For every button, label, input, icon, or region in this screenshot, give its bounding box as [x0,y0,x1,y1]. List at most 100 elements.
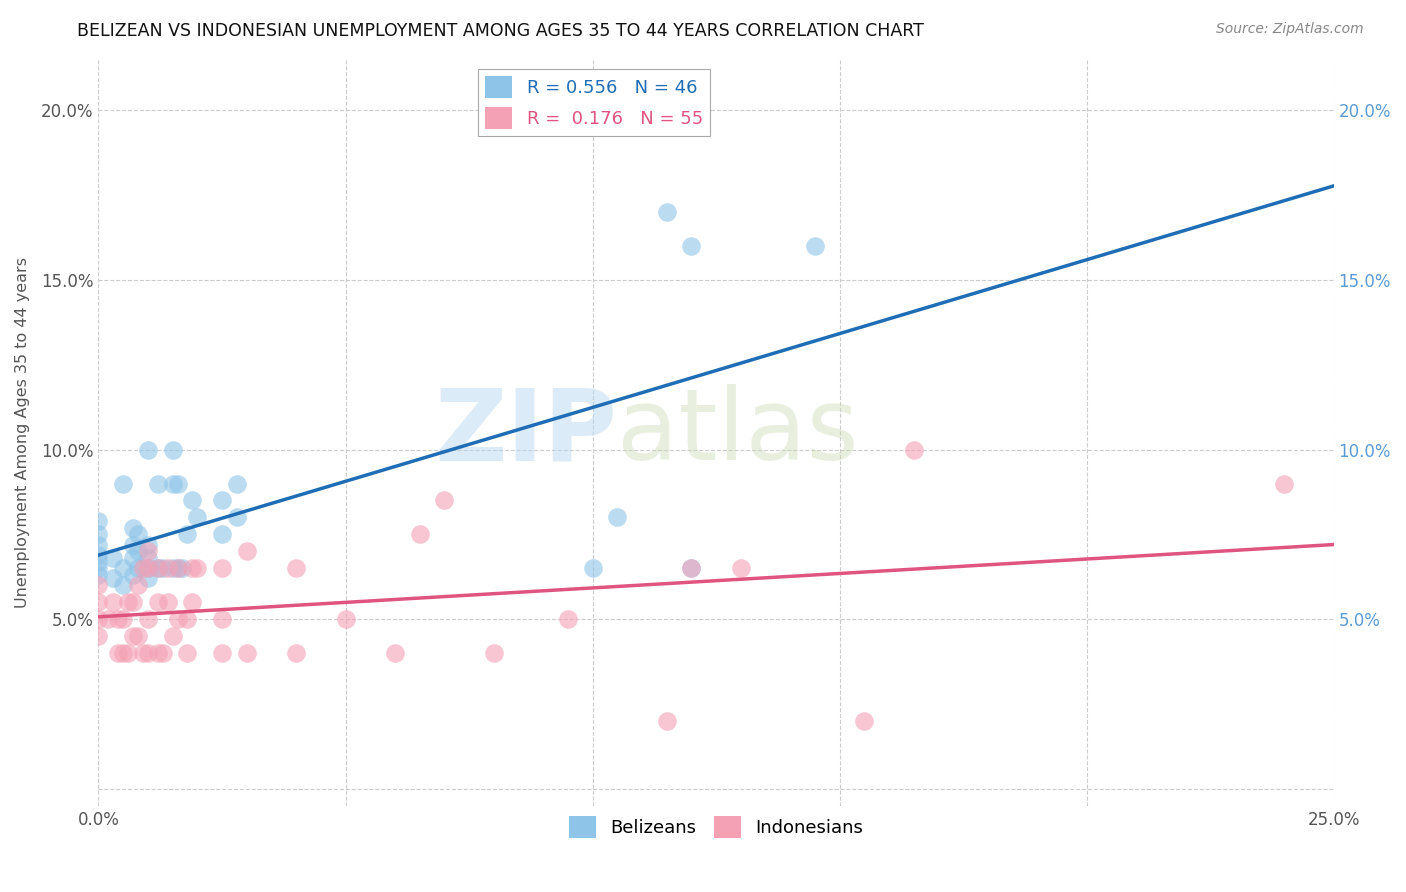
Point [127,544,149,558]
Legend: Belizeans, Indonesians: Belizeans, Indonesians [561,809,870,846]
Point [127,629,149,643]
Point [112,646,135,660]
Point [211,527,233,541]
Point [211,561,233,575]
Text: atlas: atlas [617,384,859,481]
Point [211,646,233,660]
Point [903,442,925,457]
Point [107,612,129,626]
Point [162,476,184,491]
Point [136,538,159,552]
Point [162,629,184,643]
Point [122,520,145,534]
Point [87,555,110,569]
Point [127,561,149,575]
Point [235,544,257,558]
Point [156,561,179,575]
Point [136,442,159,457]
Point [152,561,174,575]
Point [166,612,188,626]
Point [136,646,159,660]
Point [211,612,233,626]
Point [117,646,139,660]
Point [103,595,125,609]
Point [136,544,159,558]
Point [176,646,198,660]
Point [408,527,430,541]
Point [87,548,110,562]
Point [87,568,110,582]
Point [225,510,247,524]
Point [655,714,678,728]
Point [681,561,703,575]
Point [162,442,184,457]
Point [285,646,308,660]
Point [122,551,145,566]
Point [122,595,145,609]
Point [211,493,233,508]
Point [146,561,169,575]
Point [127,527,149,541]
Point [87,527,110,541]
Point [87,514,110,528]
Point [122,538,145,552]
Point [103,572,125,586]
Point [87,561,110,575]
Point [181,493,204,508]
Point [285,561,308,575]
Point [156,595,179,609]
Point [152,646,174,660]
Point [181,595,204,609]
Point [176,612,198,626]
Point [103,551,125,566]
Point [162,561,184,575]
Point [606,510,628,524]
Point [181,561,204,575]
Point [335,612,357,626]
Point [127,578,149,592]
Point [146,561,169,575]
Point [146,476,169,491]
Point [87,612,110,626]
Text: BELIZEAN VS INDONESIAN UNEMPLOYMENT AMONG AGES 35 TO 44 YEARS CORRELATION CHART: BELIZEAN VS INDONESIAN UNEMPLOYMENT AMON… [77,22,924,40]
Point [136,551,159,566]
Point [681,239,703,253]
Point [132,646,155,660]
Point [581,561,603,575]
Point [117,595,139,609]
Point [122,629,145,643]
Point [186,561,208,575]
Point [112,561,135,575]
Point [146,646,169,660]
Point [122,568,145,582]
Point [433,493,456,508]
Point [1272,476,1295,491]
Point [853,714,876,728]
Point [107,646,129,660]
Point [166,476,188,491]
Point [730,561,752,575]
Point [172,561,194,575]
Point [176,527,198,541]
Point [146,595,169,609]
Text: Source: ZipAtlas.com: Source: ZipAtlas.com [1216,22,1364,37]
Point [136,561,159,575]
Point [136,612,159,626]
Point [87,629,110,643]
Point [112,578,135,592]
Point [557,612,579,626]
Point [112,612,135,626]
Point [482,646,505,660]
Point [112,476,135,491]
Point [655,205,678,219]
Point [804,239,827,253]
Point [132,561,155,575]
Point [136,561,159,575]
Point [166,561,188,575]
Point [87,538,110,552]
Point [384,646,406,660]
Point [97,612,120,626]
Point [186,510,208,524]
Point [235,646,257,660]
Point [87,595,110,609]
